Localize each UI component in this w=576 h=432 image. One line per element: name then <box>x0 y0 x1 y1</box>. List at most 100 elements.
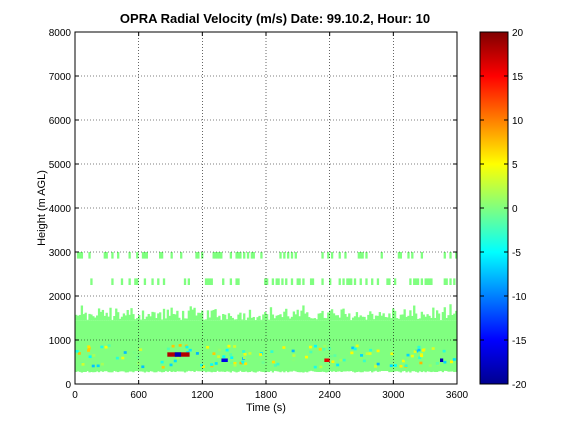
velocity-cell <box>162 278 166 285</box>
velocity-cell <box>103 252 106 259</box>
velocity-cell <box>244 362 248 366</box>
velocity-cell <box>138 314 141 321</box>
plot-area: 0 600 1200 1800 2400 3000 3600 0 1000 2000 3000 40… <box>49 28 469 401</box>
velocity-cell <box>306 312 309 321</box>
velocity-cell <box>319 365 323 369</box>
velocity-cell <box>166 347 170 351</box>
velocity-cell <box>197 320 200 372</box>
y-tick-label: 4000 <box>49 204 72 215</box>
y-axis-label: Height (m AGL) <box>36 170 48 246</box>
velocity-cell <box>338 278 341 285</box>
velocity-cell <box>294 252 297 259</box>
velocity-cell <box>87 346 91 350</box>
velocity-cell <box>174 314 177 321</box>
velocity-cell <box>157 320 160 372</box>
velocity-cell <box>201 252 204 259</box>
velocity-cell <box>368 352 372 355</box>
velocity-cell <box>161 365 165 369</box>
velocity-cell <box>183 278 187 285</box>
velocity-feature <box>221 358 228 362</box>
velocity-cell <box>422 320 425 372</box>
velocity-cell <box>121 356 125 360</box>
velocity-cell <box>204 320 208 373</box>
velocity-cell <box>246 317 250 321</box>
velocity-cell <box>243 352 247 356</box>
y-tick-label: 2000 <box>49 292 72 303</box>
velocity-cell <box>325 318 328 321</box>
velocity-cell <box>259 353 263 356</box>
velocity-cell <box>210 364 214 368</box>
velocity-cell <box>151 311 154 321</box>
velocity-cell <box>214 362 218 365</box>
y-ticks: 0 1000 2000 3000 4000 5000 6000 7000 8000 <box>49 28 457 391</box>
velocity-cell <box>82 320 85 372</box>
velocity-cell <box>359 320 362 373</box>
velocity-cell <box>290 320 294 372</box>
velocity-cell <box>430 317 433 321</box>
velocity-cell <box>117 252 120 259</box>
velocity-cell <box>124 315 127 321</box>
velocity-cell <box>445 320 448 372</box>
velocity-cell <box>342 320 345 372</box>
velocity-cell <box>202 320 206 372</box>
velocity-cell <box>416 278 420 285</box>
velocity-cell <box>122 320 126 372</box>
velocity-cell <box>334 315 338 321</box>
velocity-cell <box>428 278 431 285</box>
velocity-cell <box>153 312 156 321</box>
velocity-cell <box>340 309 343 321</box>
velocity-cell <box>155 320 158 373</box>
velocity-cell <box>243 252 246 259</box>
velocity-cell <box>260 252 263 259</box>
velocity-cell <box>336 363 340 367</box>
velocity-cell <box>451 320 454 372</box>
velocity-cell <box>298 278 301 285</box>
velocity-cell <box>153 320 156 373</box>
velocity-cell <box>279 252 282 259</box>
velocity-cell <box>216 252 219 259</box>
velocity-cell <box>355 312 359 321</box>
velocity-cell <box>338 320 341 372</box>
velocity-cell <box>223 314 227 321</box>
velocity-cell <box>451 314 454 321</box>
velocity-cell <box>241 363 245 367</box>
velocity-cell <box>413 320 416 372</box>
velocity-cell <box>453 320 456 373</box>
velocity-cell <box>373 362 377 366</box>
velocity-cell <box>428 320 431 372</box>
velocity-cell <box>173 359 177 363</box>
velocity-cell <box>199 312 202 321</box>
x-tick-label: 2400 <box>319 390 342 401</box>
velocity-cell <box>151 278 154 285</box>
velocity-cell <box>426 320 429 372</box>
colorbar-tick-label: -5 <box>512 248 521 259</box>
velocity-cell <box>426 278 429 285</box>
velocity-cell <box>208 317 212 321</box>
velocity-cell <box>350 320 353 372</box>
velocity-cell <box>340 320 343 373</box>
velocity-cell <box>339 358 343 362</box>
velocity-cell <box>353 347 357 351</box>
velocity-cell <box>359 278 362 285</box>
velocity-cell <box>171 344 175 348</box>
velocity-cell <box>243 320 246 372</box>
velocity-cell <box>80 320 84 373</box>
velocity-cell <box>323 317 326 321</box>
velocity-cell <box>136 278 139 285</box>
velocity-cell <box>88 355 92 359</box>
velocity-cell <box>111 278 114 285</box>
velocity-feature <box>174 352 182 357</box>
velocity-cell <box>395 320 399 372</box>
velocity-cell <box>376 278 380 285</box>
colorbar-tick-label: -10 <box>512 292 527 303</box>
velocity-cell <box>327 320 330 372</box>
velocity-cell <box>187 278 190 285</box>
velocity-cell <box>311 320 315 372</box>
velocity-cell <box>300 320 303 373</box>
velocity-cell <box>447 315 450 321</box>
velocity-cell <box>208 278 212 285</box>
velocity-cell <box>380 315 383 321</box>
velocity-cell <box>222 314 225 321</box>
velocity-cell <box>229 315 233 321</box>
velocity-cell <box>84 312 87 321</box>
